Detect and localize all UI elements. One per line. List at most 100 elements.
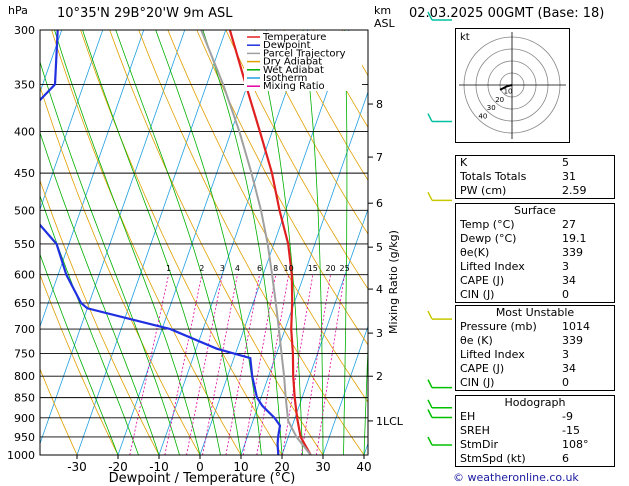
legend-label: Mixing Ratio [263,81,325,92]
stat-row: CAPE (J) 34 [456,362,614,376]
wind-barb [427,409,452,419]
stat-row: Lifted Index 3 [456,260,614,274]
stat-label: θe (K) [460,334,493,347]
x-tick-label: 20 [274,460,289,474]
stat-value: 108° [562,438,589,451]
stat-label: K [460,156,468,169]
mixing-ratio-line [315,274,345,455]
stat-label: PW (cm) [460,184,507,197]
km-label: km [374,4,391,17]
stat-value: 31 [562,170,576,183]
stat-row: Lifted Index 3 [456,348,614,362]
legend-label: Dewpoint [263,40,311,51]
stat-value: 339 [562,246,583,259]
hodograph-ring-label: 10 [504,87,513,95]
hodograph-frame [455,28,570,143]
mixing-ratio-line [242,274,277,455]
mixing-ratio-line [282,274,314,455]
legend-label: Isotherm [263,73,307,84]
legend-label: Parcel Trajectory [263,48,346,59]
mixing-ratio-label: 6 [257,264,262,273]
dry-adiabat [109,30,324,455]
wind-barb [427,11,452,21]
stat-value: 0 [562,288,569,301]
isotherm-line [117,30,268,455]
km-tick-label: 1LCL [376,415,404,428]
stat-label: Lifted Index [460,260,525,273]
wind-barb-flag [427,409,433,418]
stat-value: 3 [562,260,569,273]
hpa-label: hPa [8,4,28,17]
wind-barb-flag [427,191,433,201]
x-tick-label: 30 [315,460,330,474]
stat-value: 3 [562,348,569,361]
stat-row: Dewp (°C) 19.1 [456,232,614,246]
wind-barb-flag [427,11,433,21]
wind-barb [427,399,452,409]
stat-label: Lifted Index [460,348,525,361]
isotherm-line [199,30,350,455]
stat-label: SREH [460,424,490,437]
wind-barb [427,113,452,123]
stat-value: 19.1 [562,232,587,245]
isotherm-line [158,30,309,455]
km-tick-label: 8 [376,98,383,111]
stat-label: Temp (°C) [460,218,515,231]
stat-row: EH -9 [456,410,614,424]
surface-panel: Surface Temp (°C) 27 Dewp (°C) 19.1 θe(K) 339… [455,203,615,303]
wet-adiabat [363,336,368,455]
mixing-ratio-label: 15 [308,264,318,273]
hodograph-ring-label: 20 [495,96,504,104]
stat-label: StmSpd (kt) [460,452,526,465]
mixing-ratio-label: 25 [339,264,349,273]
x-tick-label: -30 [67,460,87,474]
stat-label: Totals Totals [460,170,527,183]
wind-barb [427,436,452,446]
mixing-ratio-line [186,274,223,455]
pressure-tick-label: 400 [14,126,35,139]
series-line-temperature [228,30,312,455]
stat-label: CIN (J) [460,376,495,389]
isotherm-line [76,30,227,455]
mixing-ratio-label: 1 [166,264,171,273]
dry-adiabat [225,30,368,290]
stat-value: 34 [562,274,576,287]
stat-label: Pressure (mb) [460,320,537,333]
stat-value: -15 [562,424,580,437]
most-unstable-title: Most Unstable [495,306,575,319]
dry-adiabat [51,30,242,455]
pressure-tick-label: 550 [14,238,35,251]
hodograph-kt-label: kt [460,32,470,43]
mixing-ratio-label: 10 [284,264,294,273]
stat-row: SREH -15 [456,424,614,438]
pressure-tick-label: 600 [14,269,35,282]
most-unstable-panel: Most Unstable Pressure (mb) 1014 θe (K) 339… [455,305,615,391]
plot-frame [39,29,369,456]
hodograph-stats-panel: Hodograph EH -9 SREH -15 StmDir 108° StmSpd (k… [455,395,615,467]
mixing-ratio-line [300,274,331,455]
asl-label: ASL [374,17,396,30]
pressure-tick-label: 800 [14,370,35,383]
legend-label: Wet Adiabat [263,65,324,76]
stat-row: CAPE (J) 34 [456,274,614,288]
x-tick-label: 0 [196,460,204,474]
legend-label: Temperature [262,32,326,43]
series-line-parcel-trajectory [200,30,312,455]
pressure-tick-label: 750 [14,347,35,360]
hodograph-title: Hodograph [504,396,566,409]
hodograph-ring-label: 30 [487,104,496,112]
wind-barb-flag [427,379,433,388]
km-tick-label: 3 [376,327,383,340]
dry-adiabat [40,367,78,455]
wind-barb-flag [427,310,433,320]
wind-barb [427,310,452,320]
stat-label: CAPE (J) [460,274,505,287]
mixing-ratio-label: 4 [235,264,240,273]
stat-value: 2.59 [562,184,587,197]
stat-row: Totals Totals 31 [456,170,614,184]
pressure-tick-label: 900 [14,412,35,425]
wind-barb [427,379,452,389]
stat-label: θe(K) [460,246,490,259]
